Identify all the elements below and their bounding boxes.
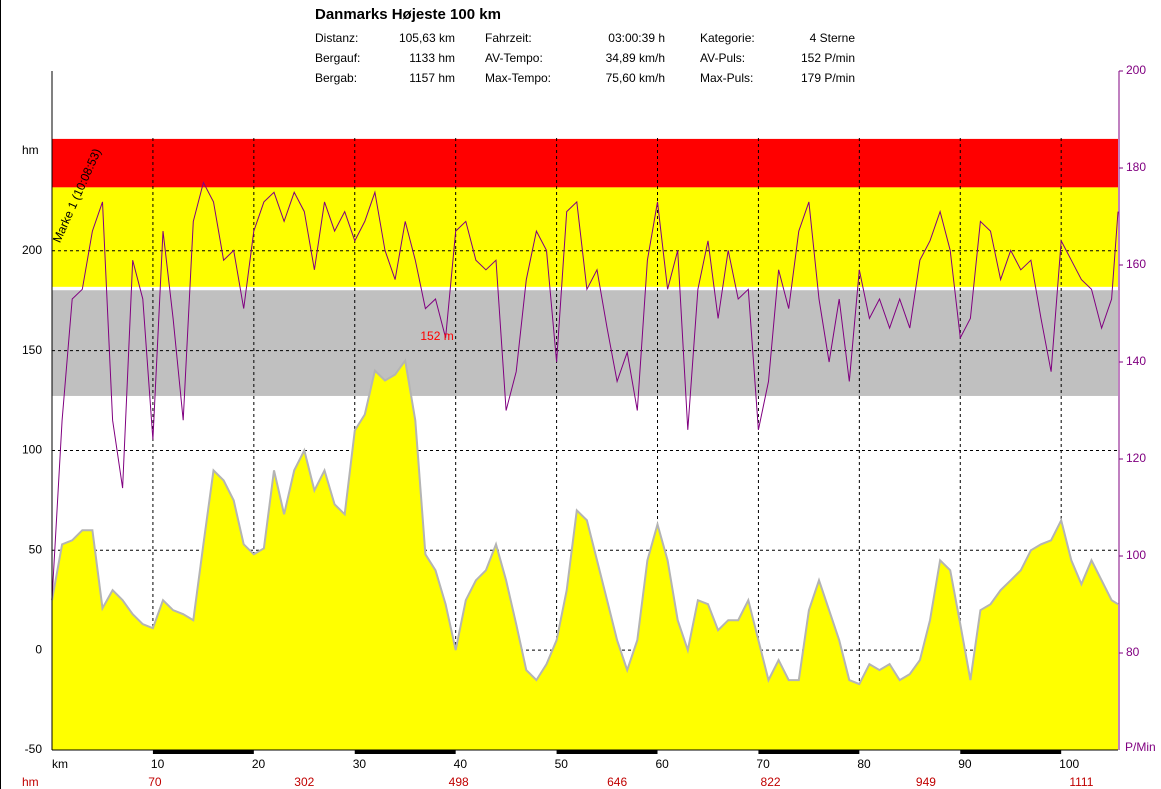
ascent-value: 70	[148, 775, 162, 789]
y-tick-label: 0	[35, 642, 42, 656]
y2-tick-label: 140	[1126, 354, 1146, 368]
x-tick-label: 100	[1059, 757, 1079, 771]
hr-zone	[52, 138, 1118, 188]
stat-label: AV-Puls:	[700, 51, 745, 65]
stat-label: Distanz:	[315, 31, 358, 45]
ascent-value: 822	[761, 775, 781, 789]
stat-value: 34,89 km/h	[606, 51, 665, 65]
ascent-value: 949	[916, 775, 936, 789]
y-tick-label: 100	[22, 443, 42, 457]
stat-value: 4 Sterne	[810, 31, 856, 45]
x-tick-label: 70	[756, 757, 770, 771]
x-tick-label: 40	[454, 757, 468, 771]
stat-value: 152 P/min	[801, 51, 855, 65]
x-tick-label: 90	[958, 757, 972, 771]
x-tick-label: 60	[656, 757, 670, 771]
hr-line	[51, 181, 1119, 600]
y2-tick-label: 120	[1126, 451, 1146, 465]
ascent-value: 302	[294, 775, 314, 789]
stat-value: 179 P/min	[801, 71, 855, 85]
ascent-value: 646	[607, 775, 627, 789]
ascent-value: 498	[449, 775, 469, 789]
y2-tick-label: 160	[1126, 257, 1146, 271]
x-tick-label: 10	[151, 757, 165, 771]
hr-zone	[52, 290, 1118, 396]
y-tick-label: 50	[29, 542, 43, 556]
y2-tick-label: 200	[1126, 63, 1146, 77]
stat-label: Max-Tempo:	[485, 71, 551, 85]
stat-value: 75,60 km/h	[606, 71, 665, 85]
stat-value: 1157 hm	[409, 71, 455, 85]
y2-tick-label: 180	[1126, 160, 1146, 174]
ascent-label: hm	[22, 775, 39, 789]
stat-label: Fahrzeit:	[485, 31, 532, 45]
stat-label: AV-Tempo:	[485, 51, 543, 65]
x-tick-label: 50	[555, 757, 569, 771]
x-axis-label: km	[52, 757, 68, 771]
y-axis-label: hm	[22, 143, 39, 157]
elevation-edge	[51, 358, 1119, 686]
chart-title: Danmarks Højeste 100 km	[315, 6, 501, 23]
elevation-area	[52, 360, 1118, 750]
stat-label: Bergauf:	[315, 51, 360, 65]
x-tick-label: 30	[353, 757, 367, 771]
x-tick-label: 20	[252, 757, 266, 771]
y2-tick-label: 100	[1126, 548, 1146, 562]
stat-value: 105,63 km	[399, 31, 455, 45]
x-tick-label: 80	[857, 757, 871, 771]
y-tick-label: 150	[22, 343, 42, 357]
y2-tick-label: 80	[1126, 645, 1140, 659]
stat-value: 03:00:39 h	[608, 31, 665, 45]
y-tick-label: 200	[22, 243, 42, 257]
y2-axis-label: P/Min	[1125, 740, 1156, 754]
annotation: 152 m	[420, 329, 453, 343]
stat-label: Max-Puls:	[700, 71, 753, 85]
y-tick-label: -50	[25, 742, 43, 756]
stat-label: Kategorie:	[700, 31, 755, 45]
stat-value: 1133 hm	[409, 51, 455, 65]
stat-label: Bergab:	[315, 71, 357, 85]
ascent-value: 1111	[1069, 775, 1093, 789]
